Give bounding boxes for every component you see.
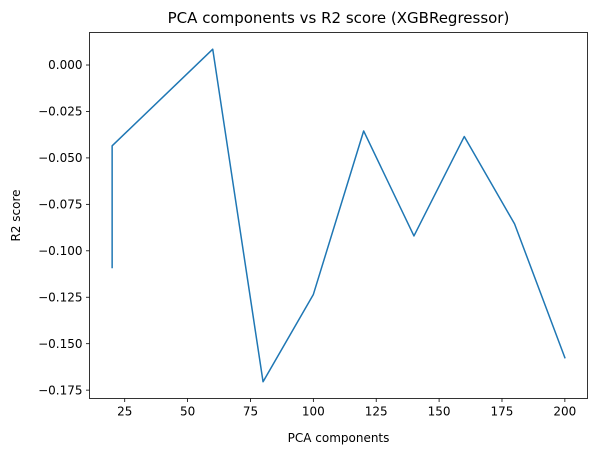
x-tick-label: 50 [180,405,195,419]
x-axis-label: PCA components [288,431,390,445]
y-tick-label: −0.050 [38,151,82,165]
x-tick-label: 125 [365,405,388,419]
y-tick-label: −0.100 [38,244,82,258]
y-tick-label: −0.025 [38,105,82,119]
y-tick-label: −0.125 [38,290,82,304]
y-axis-label: R2 score [9,189,23,241]
x-tick-label: 175 [491,405,514,419]
x-tick-label: 25 [117,405,132,419]
y-tick-label: −0.150 [38,337,82,351]
chart-title: PCA components vs R2 score (XGBRegressor… [168,9,510,27]
x-tick-label: 200 [553,405,576,419]
x-axis: 25 50 75 100 125 150 175 200 [117,398,576,419]
plot-frame [89,32,588,399]
y-tick-label: −0.175 [38,383,82,397]
plot-area [89,32,588,399]
x-tick-label: 75 [243,405,258,419]
x-tick-label: 150 [428,405,451,419]
y-tick-label: −0.075 [38,198,82,212]
x-tick-label: 100 [302,405,325,419]
y-tick-label: 0.000 [48,58,82,72]
series-layer [111,48,566,383]
y-axis: 0.000 −0.025 −0.050 −0.075 −0.100 −0.125 −0.15… [38,58,90,397]
series-line [111,48,566,383]
